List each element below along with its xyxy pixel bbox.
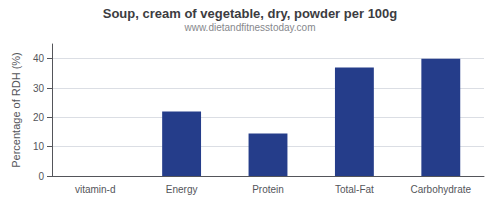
svg-text:0: 0 xyxy=(38,171,44,182)
svg-text:Protein: Protein xyxy=(252,184,284,195)
svg-text:Percentage of RDH (%): Percentage of RDH (%) xyxy=(10,52,22,168)
svg-text:vitamin-d: vitamin-d xyxy=(75,184,116,195)
svg-text:Carbohydrate: Carbohydrate xyxy=(411,184,472,195)
svg-text:40: 40 xyxy=(33,53,45,64)
svg-text:www.dietandfitnesstoday.com: www.dietandfitnesstoday.com xyxy=(184,22,316,33)
svg-text:10: 10 xyxy=(33,141,45,152)
svg-text:20: 20 xyxy=(33,112,45,123)
svg-text:Soup, cream of vegetable, dry,: Soup, cream of vegetable, dry, powder pe… xyxy=(103,6,398,21)
svg-text:Total-Fat: Total-Fat xyxy=(335,184,374,195)
svg-text:Energy: Energy xyxy=(166,184,198,195)
svg-text:30: 30 xyxy=(33,83,45,94)
